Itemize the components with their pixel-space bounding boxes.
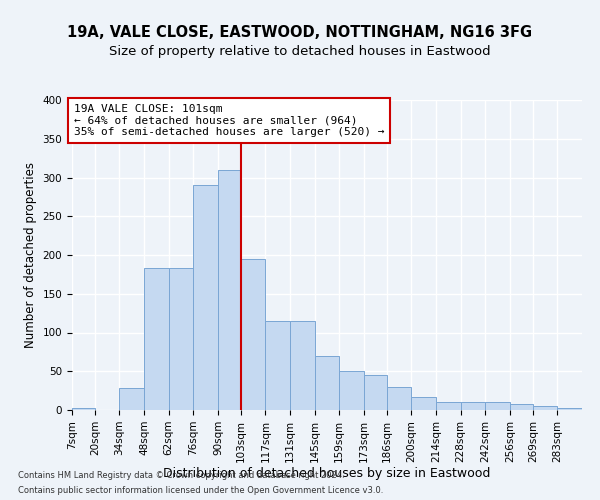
Bar [412, 397, 436, 410]
Text: Size of property relative to detached houses in Eastwood: Size of property relative to detached ho… [109, 45, 491, 58]
Bar [510, 404, 533, 410]
Y-axis label: Number of detached properties: Number of detached properties [24, 162, 37, 348]
Bar [533, 406, 557, 410]
Bar [387, 387, 412, 410]
Bar [485, 402, 510, 410]
Bar [193, 185, 218, 410]
Bar [265, 321, 290, 410]
Bar [557, 408, 582, 410]
Bar [169, 268, 193, 410]
Text: 19A VALE CLOSE: 101sqm
← 64% of detached houses are smaller (964)
35% of semi-de: 19A VALE CLOSE: 101sqm ← 64% of detached… [74, 104, 384, 137]
Bar [144, 268, 169, 410]
Bar [314, 356, 340, 410]
Bar [72, 408, 95, 410]
Bar [436, 402, 461, 410]
Text: 19A, VALE CLOSE, EASTWOOD, NOTTINGHAM, NG16 3FG: 19A, VALE CLOSE, EASTWOOD, NOTTINGHAM, N… [67, 25, 533, 40]
Text: Contains HM Land Registry data © Crown copyright and database right 2024.: Contains HM Land Registry data © Crown c… [18, 471, 344, 480]
Bar [290, 321, 314, 410]
Bar [218, 170, 241, 410]
X-axis label: Distribution of detached houses by size in Eastwood: Distribution of detached houses by size … [163, 468, 491, 480]
Text: Contains public sector information licensed under the Open Government Licence v3: Contains public sector information licen… [18, 486, 383, 495]
Bar [364, 375, 387, 410]
Bar [340, 371, 364, 410]
Bar [119, 388, 144, 410]
Bar [461, 402, 485, 410]
Bar [241, 259, 265, 410]
